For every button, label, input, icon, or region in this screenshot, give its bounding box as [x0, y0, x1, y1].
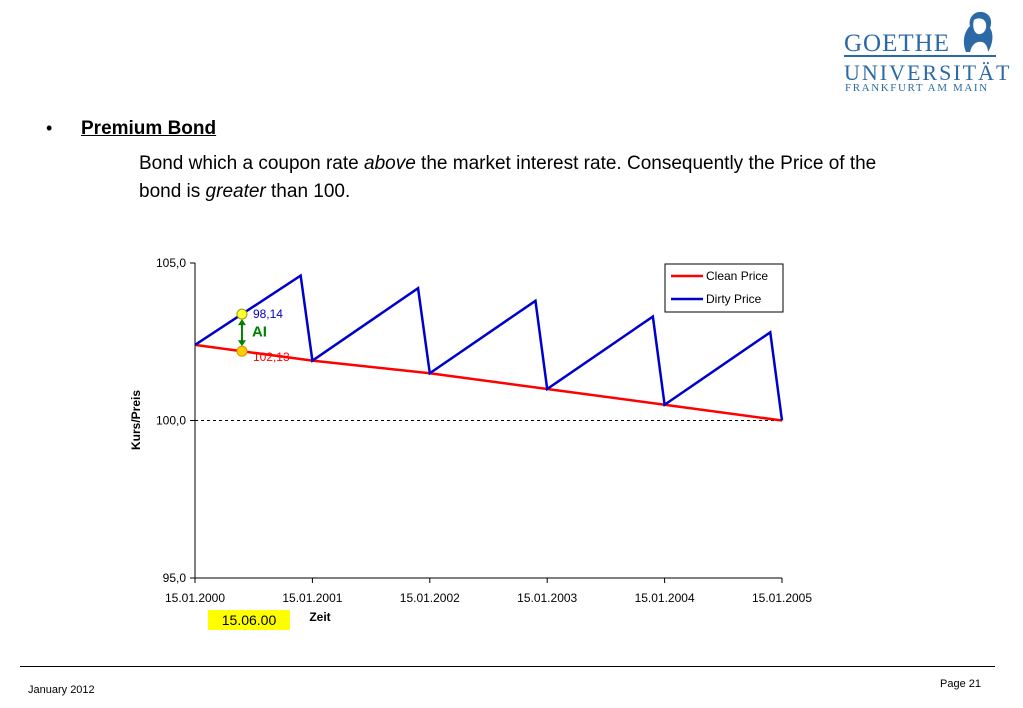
x-tick-label: 15.01.2003 [517, 591, 577, 605]
clean-price-marker [236, 345, 248, 357]
date-highlight: 15.06.00 [208, 610, 290, 630]
footer-date: January 2012 [28, 684, 95, 696]
x-tick-label: 15.01.2004 [635, 591, 695, 605]
dirty-price-value-label: 98,14 [253, 307, 283, 321]
logo-line-3: FRANKFURT AM MAIN [845, 82, 989, 94]
y-tick-label: 105,0 [156, 256, 186, 270]
x-tick-label: 15.01.2002 [400, 591, 460, 605]
legend: Clean Price Dirty Price [664, 263, 784, 313]
slide-paragraph: Bond which a coupon rate above the marke… [139, 150, 919, 206]
y-axis-ticks: 95,0 100,0 105,0 [156, 256, 195, 585]
x-axis-ticks: 15.01.2000 15.01.2001 15.01.2002 15.01.2003… [165, 578, 812, 605]
y-tick-label: 95,0 [163, 571, 187, 585]
bullet: • [46, 118, 53, 138]
y-tick-label: 100,0 [156, 414, 186, 428]
y-axis-label: Kurs/Preis [129, 390, 143, 450]
x-tick-label: 15.01.2000 [165, 591, 225, 605]
footer-rule [20, 666, 995, 667]
dirty-price-marker [236, 308, 248, 320]
para-text-1: Bond which a coupon rate [139, 153, 364, 174]
ai-arrow-head-up [237, 319, 246, 326]
clean-price-value-label: 102,13 [253, 350, 290, 364]
page-number: Page 21 [940, 678, 981, 690]
x-tick-label: 15.01.2005 [752, 591, 812, 605]
legend-label-clean: Clean Price [706, 269, 768, 283]
legend-label-dirty: Dirty Price [706, 292, 762, 306]
accrued-interest-label: AI [252, 324, 267, 341]
slide-heading: Premium Bond [81, 118, 217, 139]
x-tick-label: 15.01.2001 [282, 591, 342, 605]
logo-line-2: UNIVERSITÄT [844, 60, 1012, 85]
annotations: 98,14 102,13 AI [236, 307, 290, 364]
para-emphasis-greater: greater [205, 181, 266, 202]
logo-line-1: GOETHE [844, 30, 950, 57]
goethe-portrait-icon [963, 11, 993, 53]
x-axis-label: Zeit [309, 610, 330, 624]
logo-rule [844, 55, 996, 57]
para-text-2: the market interest rate. Consequently t… [139, 153, 877, 202]
university-logo: GOETHE UNIVERSITÄT FRANKFURT AM MAIN [836, 8, 1009, 98]
dirty-price-line [194, 273, 784, 421]
series-lines [194, 273, 784, 422]
clean-price-line [194, 343, 783, 422]
para-text-3: than 100. [265, 181, 351, 202]
ai-arrow-head-down [237, 340, 246, 347]
para-emphasis-above: above [364, 153, 416, 174]
